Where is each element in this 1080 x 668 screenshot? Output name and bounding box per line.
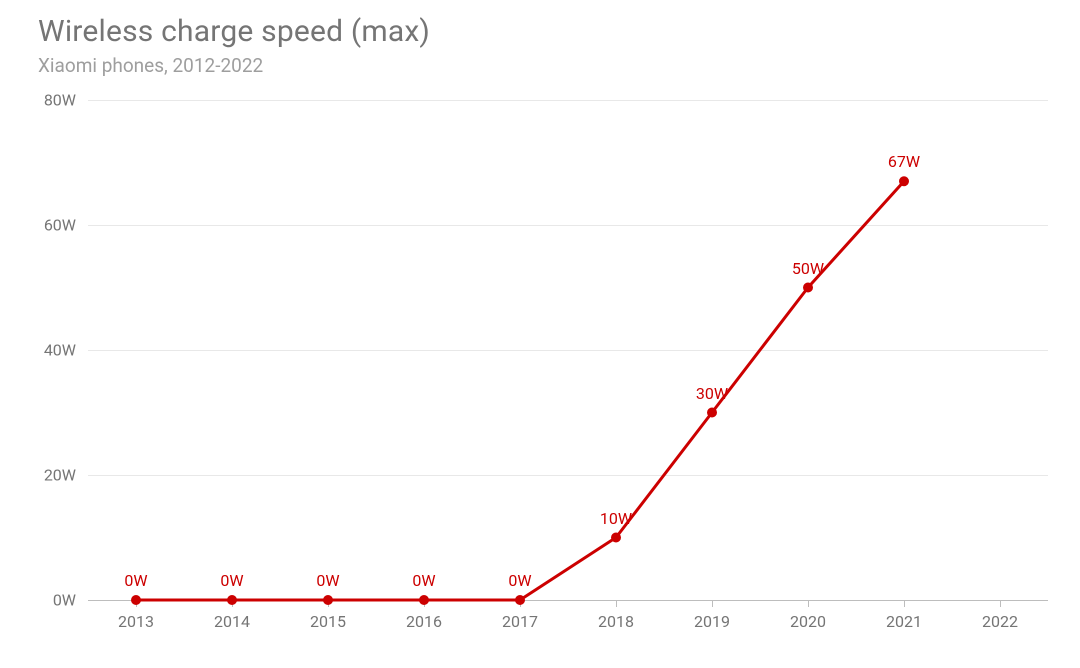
x-axis-tick (616, 600, 617, 607)
data-label: 0W (220, 571, 243, 590)
x-axis-label: 2014 (214, 612, 250, 631)
x-axis-label: 2018 (598, 612, 634, 631)
x-axis-label: 2022 (982, 612, 1018, 631)
x-axis-tick (1000, 600, 1001, 607)
data-point (707, 408, 717, 418)
x-axis-label: 2021 (886, 612, 922, 631)
chart-subtitle: Xiaomi phones, 2012-2022 (38, 54, 263, 77)
data-label: 67W (888, 152, 920, 171)
data-label: 10W (600, 509, 632, 528)
data-point (323, 595, 333, 605)
x-axis-label: 2015 (310, 612, 346, 631)
x-axis-tick (712, 600, 713, 607)
data-label: 30W (696, 384, 728, 403)
data-point (131, 595, 141, 605)
x-axis-label: 2020 (790, 612, 826, 631)
data-point (611, 533, 621, 543)
chart-title: Wireless charge speed (max) (38, 14, 430, 49)
y-axis-label: 60W (44, 216, 76, 235)
y-axis-label: 20W (44, 466, 76, 485)
data-point (227, 595, 237, 605)
data-point (419, 595, 429, 605)
x-axis-label: 2019 (694, 612, 730, 631)
data-label: 0W (124, 571, 147, 590)
data-label: 0W (508, 571, 531, 590)
chart-container: Wireless charge speed (max) Xiaomi phone… (0, 0, 1080, 668)
line-series (88, 100, 1048, 600)
y-axis-label: 80W (44, 91, 76, 110)
data-point (515, 595, 525, 605)
x-axis-tick (808, 600, 809, 607)
data-label: 0W (412, 571, 435, 590)
y-axis-label: 0W (53, 591, 76, 610)
x-axis-tick (904, 600, 905, 607)
x-axis-label: 2017 (502, 612, 538, 631)
y-axis-label: 40W (44, 341, 76, 360)
data-point (803, 283, 813, 293)
data-point (899, 176, 909, 186)
series-line (136, 181, 904, 600)
plot-area: 0W20W40W60W80W20132014201520162017201820… (88, 100, 1048, 600)
data-label: 0W (316, 571, 339, 590)
data-label: 50W (792, 259, 824, 278)
x-axis-label: 2016 (406, 612, 442, 631)
x-axis-label: 2013 (118, 612, 154, 631)
